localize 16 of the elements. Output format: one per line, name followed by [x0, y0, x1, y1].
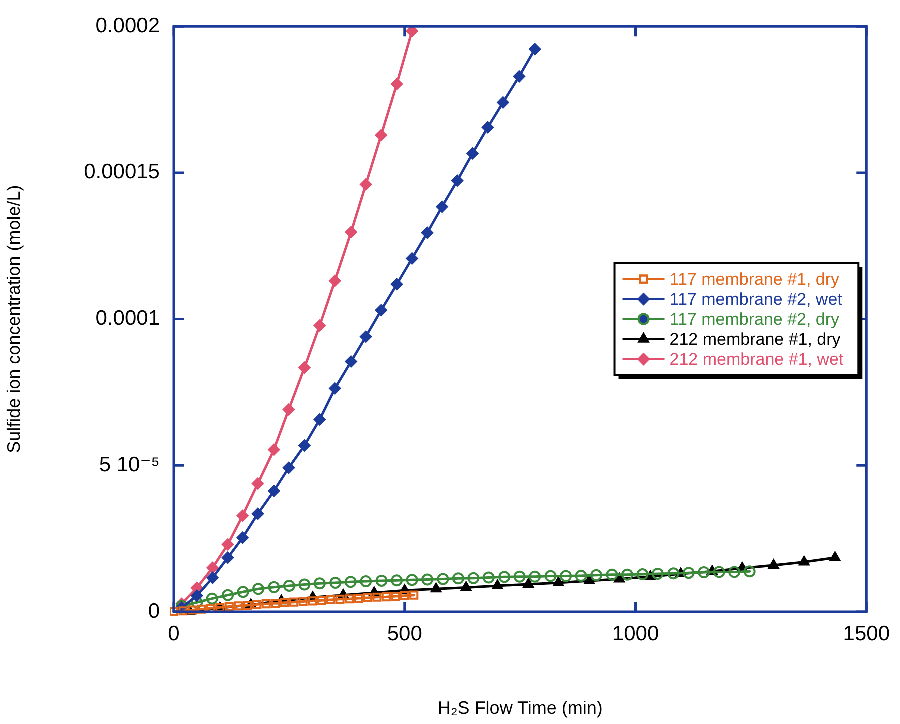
legend-label: 212 membrane #1, wet — [670, 350, 844, 369]
y-tick-label: 0.0001 — [96, 307, 160, 330]
legend-label: 117 membrane #2, dry — [670, 310, 840, 329]
legend-label: 117 membrane #1, dry — [670, 270, 840, 289]
y-tick-label: 0.00015 — [84, 160, 160, 184]
legend-label: 212 membrane #1, dry — [670, 330, 842, 349]
y-tick-label: 5 10⁻⁵ — [99, 453, 160, 476]
x-tick-label: 1500 — [843, 622, 890, 646]
y-tick-label: 0.0002 — [96, 14, 160, 38]
y-axis-title: Sulfide ion concentration (mole/L) — [4, 185, 24, 454]
legend-label: 117 membrane #2, wet — [670, 290, 843, 309]
x-tick-label: 1000 — [612, 622, 660, 646]
x-tick-label: 0 — [168, 622, 180, 646]
x-tick-label: 500 — [387, 622, 422, 646]
x-axis-title: H₂S Flow Time (min) — [438, 698, 603, 718]
y-tick-label: 0 — [148, 600, 160, 623]
